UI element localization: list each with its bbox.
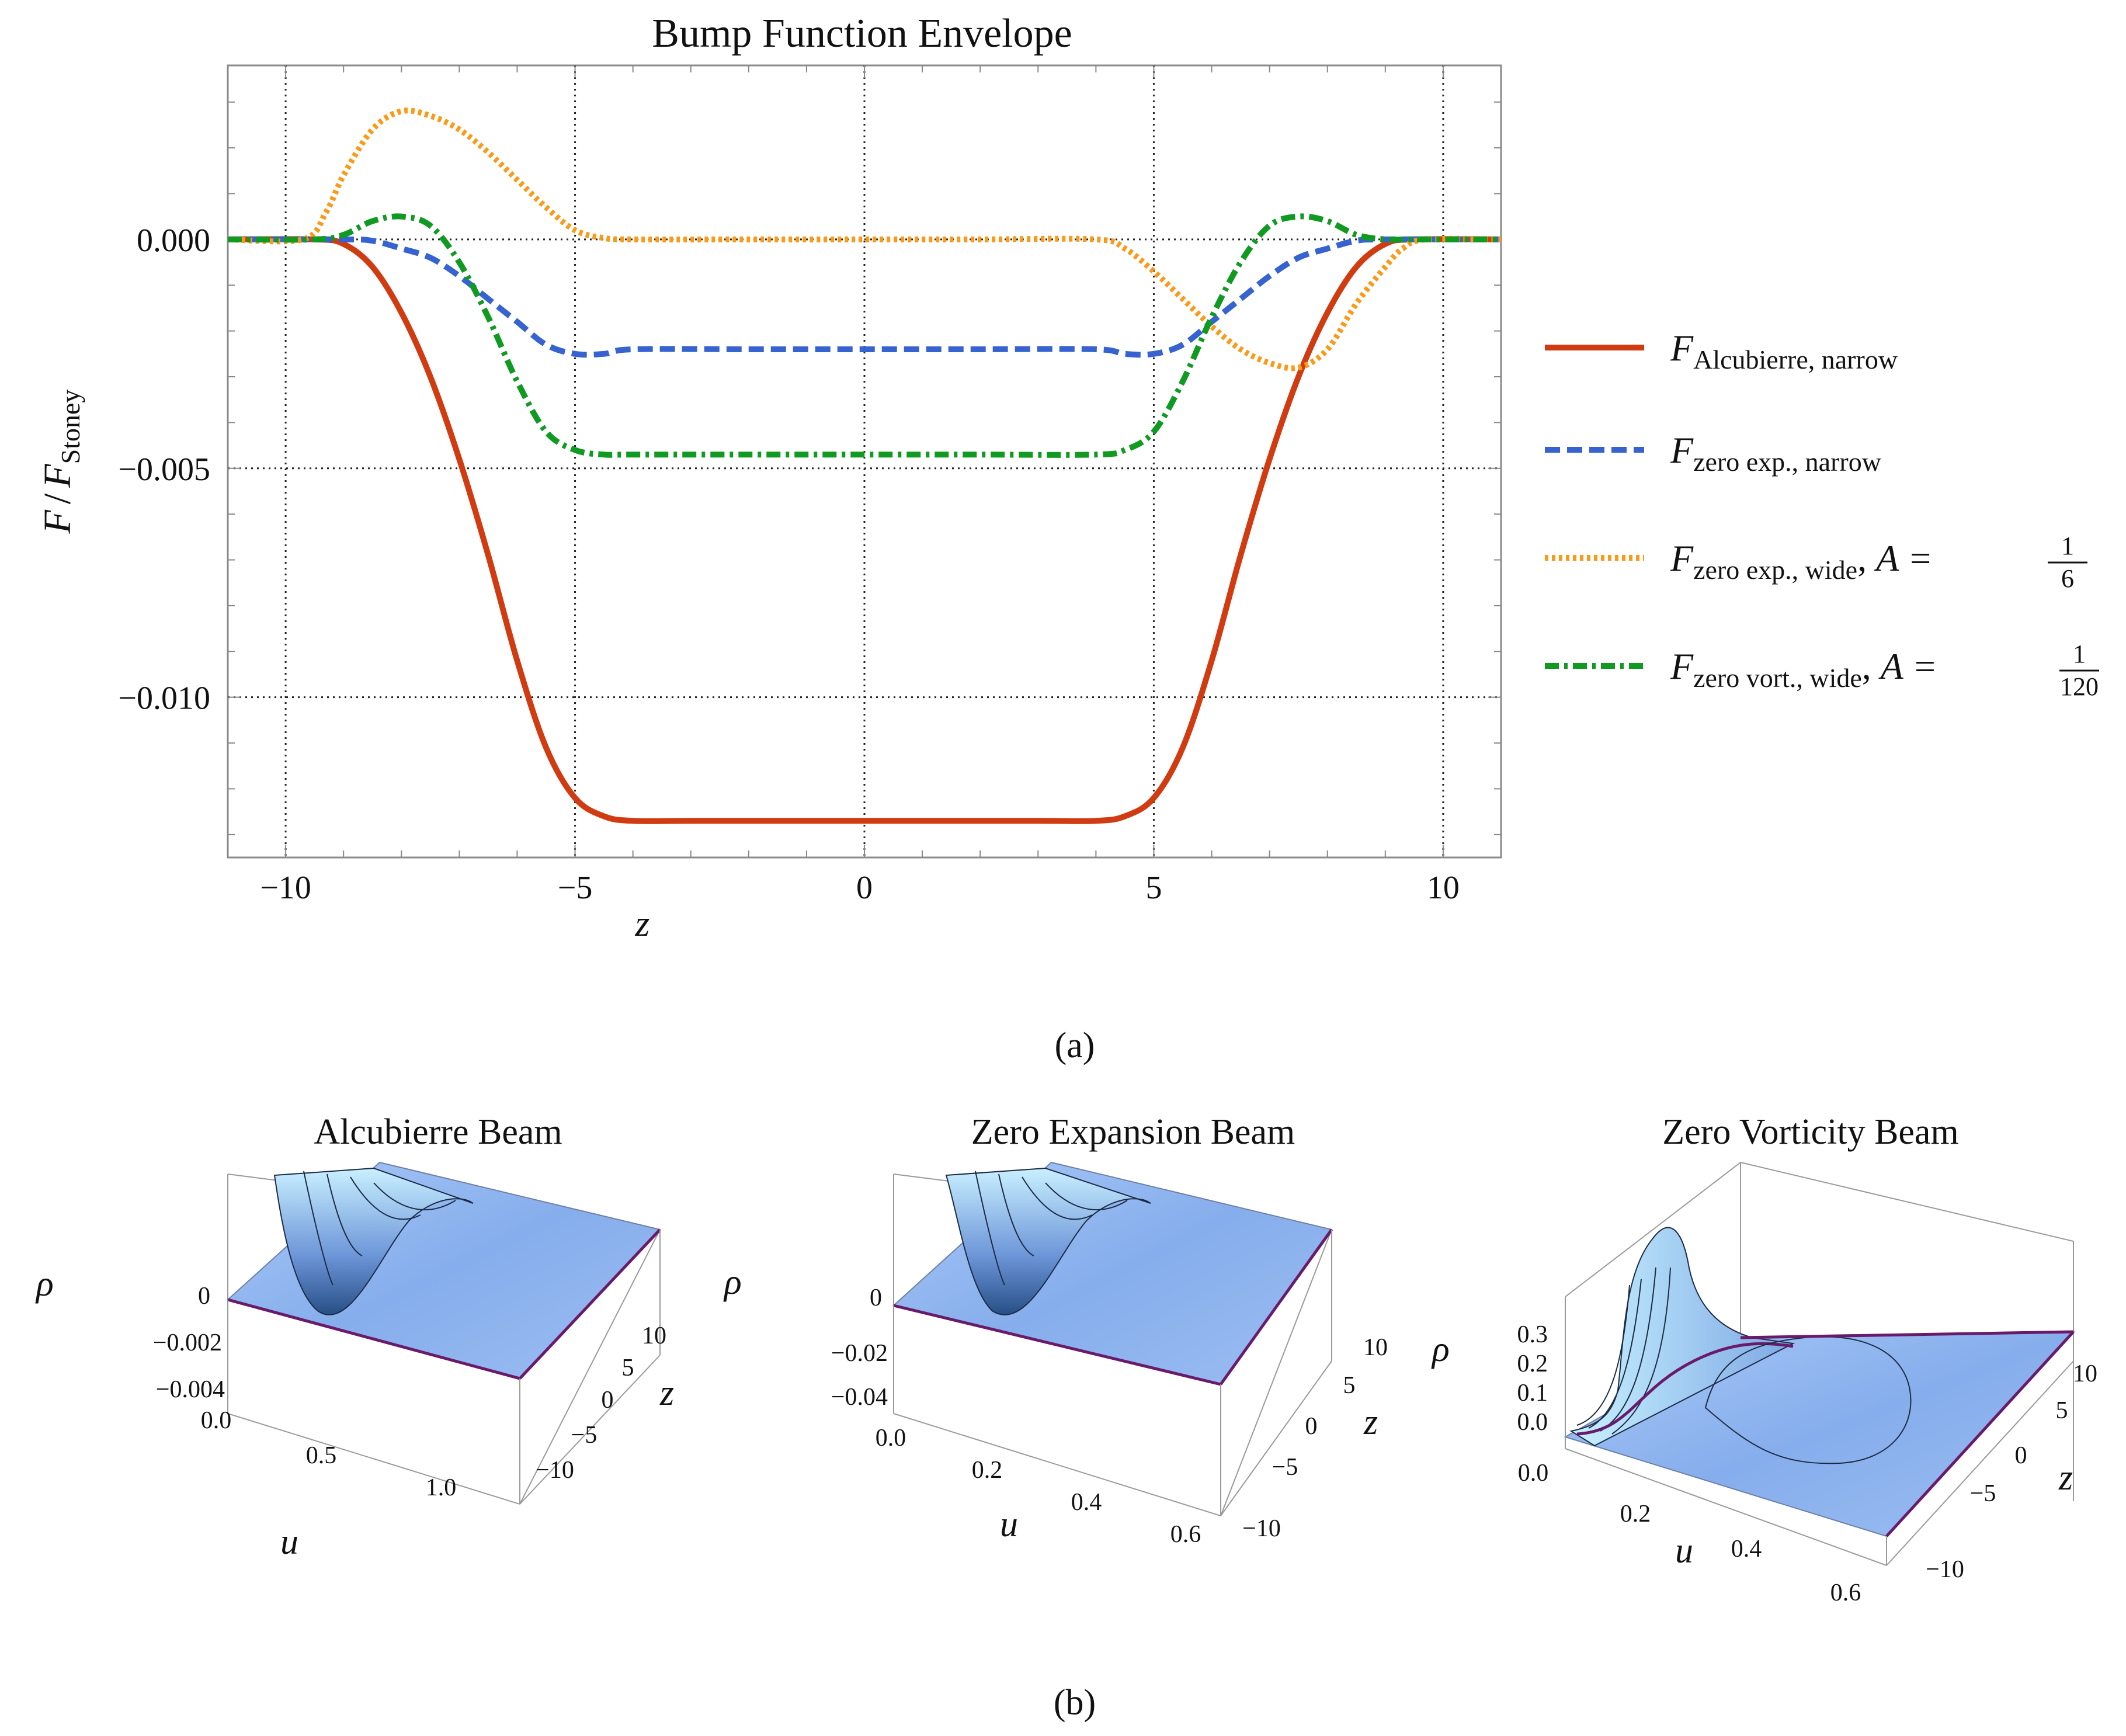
utick: 0.0 bbox=[876, 1425, 906, 1452]
legend-item-zeroexp_wide: Fzero exp., wide, A = 1 6 bbox=[1545, 532, 2087, 593]
panel-alcubierre: Alcubierre Beam ρ 0 −0.002 −0.004 0.0 0.… bbox=[35, 1112, 742, 1562]
legend-fraction-den: 120 bbox=[2060, 672, 2099, 701]
ytick: 5 bbox=[2056, 1397, 2068, 1424]
x-tick-label: 5 bbox=[1145, 870, 1162, 906]
utick: 0.0 bbox=[1518, 1460, 1549, 1487]
ytick: −5 bbox=[1272, 1454, 1298, 1481]
rho-label-side: ρ bbox=[723, 1262, 742, 1302]
surface-well bbox=[273, 1167, 474, 1315]
utick: 0.6 bbox=[1830, 1579, 1861, 1606]
ztick: −0.04 bbox=[831, 1384, 888, 1411]
legend-fraction-num: 1 bbox=[2061, 532, 2074, 560]
z-label-side: z bbox=[659, 1373, 674, 1413]
axis-ticks: −10 −5 0 5 10 0.000 −0.005 −0.010 bbox=[118, 65, 1502, 906]
legend-fraction-num: 1 bbox=[2073, 640, 2086, 668]
y-tick-label: 0.000 bbox=[137, 223, 210, 259]
ztick: −0.02 bbox=[831, 1340, 888, 1367]
ytick: 10 bbox=[2073, 1360, 2097, 1387]
legend-label: FAlcubierre, narrow bbox=[1670, 327, 1898, 374]
svg-text:F/FStoney: F/FStoney bbox=[36, 390, 85, 534]
panel-zero-expansion: Zero Expansion Beam 0 −0.02 −0.04 0.0 0.… bbox=[831, 1112, 1388, 1548]
z-label-side: z bbox=[2058, 1458, 2073, 1498]
y-label-subscript: Stoney bbox=[55, 390, 85, 464]
ytick: 0 bbox=[1305, 1413, 1318, 1440]
legend-item-zerovort_wide: Fzero vort., wide, A = 1 120 bbox=[1545, 640, 2099, 701]
ztick: −0.002 bbox=[153, 1329, 222, 1356]
ytick: −10 bbox=[536, 1457, 574, 1484]
x-tick-label: 10 bbox=[1427, 870, 1460, 906]
u-axis-label: u bbox=[280, 1522, 298, 1562]
surface-well bbox=[945, 1167, 1151, 1315]
panel-title: Zero Expansion Beam bbox=[971, 1112, 1295, 1152]
bump-function-chart: Bump Function Envelope −10 −5 0 5 10 0.000 −0.… bbox=[36, 11, 2099, 1065]
caption-b: (b) bbox=[1054, 1683, 1096, 1723]
y-label-numerator: F bbox=[36, 509, 79, 534]
panel-title: Zero Vorticity Beam bbox=[1662, 1112, 1958, 1152]
z-axis-label: ρ bbox=[1431, 1329, 1450, 1369]
series-zeroexp_narrow bbox=[227, 236, 1502, 358]
ytick: −10 bbox=[1242, 1515, 1281, 1542]
legend-fraction-den: 6 bbox=[2061, 564, 2074, 593]
legend-label: Fzero exp., narrow bbox=[1670, 429, 1882, 477]
boundary-line bbox=[1576, 1342, 1794, 1436]
surface-panels: Alcubierre Beam ρ 0 −0.002 −0.004 0.0 0.… bbox=[35, 1112, 2097, 1723]
series-zerovort_wide bbox=[227, 213, 1501, 458]
ytick: −5 bbox=[571, 1422, 597, 1449]
utick: 1.0 bbox=[426, 1474, 457, 1501]
x-tick-label: −5 bbox=[558, 870, 593, 906]
y-tick-label: −0.010 bbox=[118, 680, 210, 717]
utick: 0.4 bbox=[1071, 1489, 1102, 1516]
boundary-line bbox=[893, 1304, 1221, 1386]
legend-label: Fzero exp., wide, A = bbox=[1670, 537, 1933, 585]
panel-zero-vorticity: Zero Vorticity Beam ρ 0.3 0.2 0.1 0.0 0.… bbox=[1431, 1112, 2097, 1606]
ytick: 10 bbox=[1363, 1334, 1388, 1361]
ztick: 0 bbox=[198, 1283, 210, 1310]
chart-title: Bump Function Envelope bbox=[652, 11, 1072, 56]
ztick: −0.004 bbox=[156, 1376, 225, 1403]
x-tick-label: −10 bbox=[260, 870, 311, 906]
y-tick-label: −0.005 bbox=[118, 452, 210, 488]
ztick: 0.2 bbox=[1517, 1350, 1548, 1377]
utick: 0.4 bbox=[1731, 1536, 1762, 1563]
utick: 0.6 bbox=[1170, 1521, 1201, 1548]
panel-title: Alcubierre Beam bbox=[314, 1112, 562, 1152]
ytick: −5 bbox=[1970, 1480, 1996, 1507]
ztick: 0.1 bbox=[1517, 1380, 1548, 1407]
grid bbox=[228, 65, 1501, 857]
x-tick-label: 0 bbox=[856, 870, 873, 906]
ytick: 0 bbox=[602, 1387, 614, 1414]
legend: FAlcubierre, narrow Fzero exp., narrow Fze… bbox=[1545, 327, 2099, 701]
ztick: 0 bbox=[870, 1284, 882, 1311]
ytick: 10 bbox=[642, 1322, 666, 1349]
legend-item-zeroexp_narrow: Fzero exp., narrow bbox=[1545, 429, 1882, 477]
utick: 0.2 bbox=[1620, 1501, 1651, 1527]
y-axis-label: F/FStoney bbox=[36, 390, 85, 534]
x-axis-label: z bbox=[635, 902, 650, 944]
utick: 0.0 bbox=[201, 1407, 232, 1434]
y-label-denominator: F bbox=[36, 464, 79, 488]
boundary-line bbox=[227, 1298, 520, 1380]
legend-item-alcubierre: FAlcubierre, narrow bbox=[1545, 327, 1898, 374]
ztick: 0.3 bbox=[1517, 1321, 1548, 1348]
series-lines bbox=[227, 107, 1502, 824]
caption-a: (a) bbox=[1055, 1026, 1095, 1065]
legend-label: Fzero vort., wide, A = bbox=[1670, 645, 1937, 693]
utick: 0.5 bbox=[306, 1442, 337, 1469]
u-axis-label: u bbox=[1675, 1531, 1693, 1571]
ytick: 0 bbox=[2015, 1442, 2027, 1469]
series-alcubierre bbox=[227, 236, 1502, 824]
ytick: 5 bbox=[622, 1355, 634, 1381]
contour-loop bbox=[1704, 1336, 1912, 1464]
z-label-side: z bbox=[1363, 1402, 1378, 1442]
utick: 0.2 bbox=[972, 1457, 1003, 1484]
ztick: 0.0 bbox=[1517, 1409, 1548, 1436]
ytick: 5 bbox=[1343, 1372, 1356, 1399]
z-axis-label: ρ bbox=[35, 1264, 54, 1304]
u-axis-label: u bbox=[1000, 1505, 1018, 1544]
ytick: −10 bbox=[1926, 1556, 1964, 1583]
